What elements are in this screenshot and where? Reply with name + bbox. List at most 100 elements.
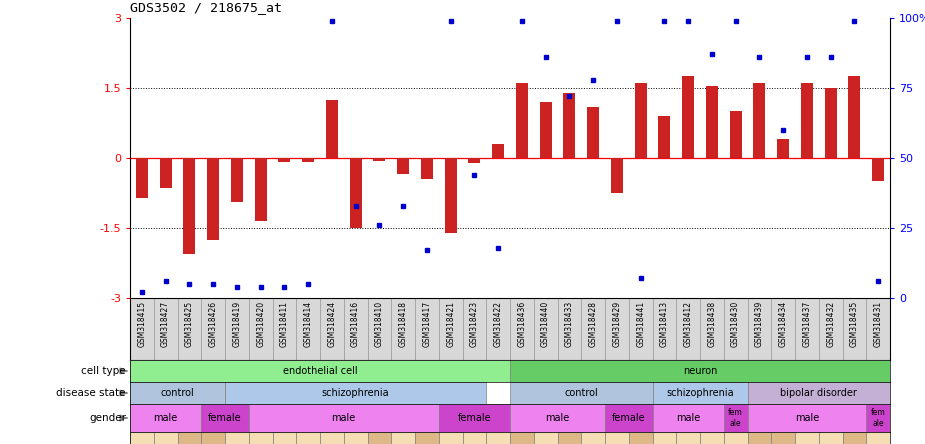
Bar (462, 432, 487, 444)
Bar (723, 404, 747, 432)
Bar (136, 158, 148, 198)
Text: fem
ale: fem ale (870, 408, 885, 428)
Bar (516, 83, 528, 158)
Bar (825, 88, 836, 158)
Bar (302, 158, 315, 162)
Text: GSM318434: GSM318434 (779, 301, 787, 347)
Bar (249, 404, 438, 432)
Text: GSM318419: GSM318419 (232, 301, 241, 347)
Text: GSM318414: GSM318414 (303, 301, 313, 347)
Text: GSM318431: GSM318431 (873, 301, 882, 347)
Text: GSM318423: GSM318423 (470, 301, 479, 347)
Bar (130, 432, 154, 444)
Bar (563, 93, 575, 158)
Bar (771, 432, 795, 444)
Text: neuron: neuron (683, 366, 717, 376)
Bar (747, 382, 890, 404)
Bar (225, 382, 487, 404)
Bar (438, 404, 510, 432)
Text: GSM318436: GSM318436 (517, 301, 526, 347)
Text: GSM318413: GSM318413 (660, 301, 669, 347)
Bar (819, 432, 843, 444)
Bar (445, 158, 457, 233)
Text: control: control (161, 388, 194, 398)
Bar (391, 432, 415, 444)
Text: schizophrenia: schizophrenia (322, 388, 389, 398)
Text: GDS3502 / 218675_at: GDS3502 / 218675_at (130, 1, 282, 14)
Bar (539, 102, 551, 158)
Bar (629, 432, 652, 444)
Bar (202, 404, 249, 432)
Text: cell type: cell type (81, 366, 126, 376)
Bar (747, 432, 771, 444)
Text: GSM318422: GSM318422 (494, 301, 502, 347)
Bar (801, 83, 813, 158)
Text: gender: gender (89, 413, 126, 423)
Bar (587, 107, 599, 158)
Text: male: male (795, 413, 819, 423)
Bar (866, 404, 890, 432)
Text: GSM318432: GSM318432 (826, 301, 835, 347)
Bar (273, 432, 296, 444)
Bar (278, 158, 290, 162)
Text: GSM318410: GSM318410 (375, 301, 384, 347)
Bar (754, 83, 765, 158)
Bar (510, 432, 534, 444)
Bar (154, 432, 178, 444)
Text: GSM318426: GSM318426 (209, 301, 217, 347)
Text: GSM318418: GSM318418 (399, 301, 408, 347)
Bar (207, 158, 219, 240)
Bar (160, 158, 171, 188)
Text: GSM318416: GSM318416 (352, 301, 360, 347)
Bar (492, 144, 504, 158)
Bar (130, 404, 202, 432)
Text: endothelial cell: endothelial cell (283, 366, 357, 376)
Bar (676, 432, 700, 444)
Bar (872, 158, 884, 181)
Bar (421, 158, 433, 179)
Text: GSM318433: GSM318433 (565, 301, 574, 347)
Bar (747, 404, 866, 432)
Bar (231, 158, 242, 202)
Bar (415, 432, 438, 444)
Bar (326, 99, 338, 158)
Bar (730, 111, 742, 158)
Text: female: female (458, 413, 491, 423)
Bar (202, 432, 225, 444)
Text: GSM318415: GSM318415 (138, 301, 146, 347)
Bar (130, 382, 225, 404)
Bar (320, 432, 344, 444)
Text: male: male (154, 413, 178, 423)
Bar (581, 432, 605, 444)
Bar (468, 158, 480, 163)
Text: GSM318428: GSM318428 (588, 301, 598, 347)
Bar (225, 432, 249, 444)
Text: GSM318424: GSM318424 (327, 301, 337, 347)
Bar (510, 404, 605, 432)
Text: GSM318435: GSM318435 (850, 301, 859, 347)
Bar (510, 360, 890, 382)
Text: GSM318427: GSM318427 (161, 301, 170, 347)
Text: male: male (332, 413, 356, 423)
Text: GSM318441: GSM318441 (636, 301, 645, 347)
Text: fem
ale: fem ale (728, 408, 743, 428)
Bar (610, 158, 623, 193)
Text: female: female (612, 413, 646, 423)
Text: male: male (676, 413, 700, 423)
Bar (723, 432, 747, 444)
Bar (374, 158, 386, 161)
Text: GSM318411: GSM318411 (280, 301, 289, 347)
Bar (183, 158, 195, 254)
Bar (700, 432, 723, 444)
Bar (652, 404, 723, 432)
Bar (249, 432, 273, 444)
Bar (367, 432, 391, 444)
Bar (178, 432, 202, 444)
Text: control: control (564, 388, 598, 398)
Bar (848, 76, 860, 158)
Bar (510, 382, 652, 404)
Text: bipolar disorder: bipolar disorder (781, 388, 857, 398)
Bar (795, 432, 819, 444)
Text: disease state: disease state (56, 388, 126, 398)
Text: GSM318425: GSM318425 (185, 301, 194, 347)
